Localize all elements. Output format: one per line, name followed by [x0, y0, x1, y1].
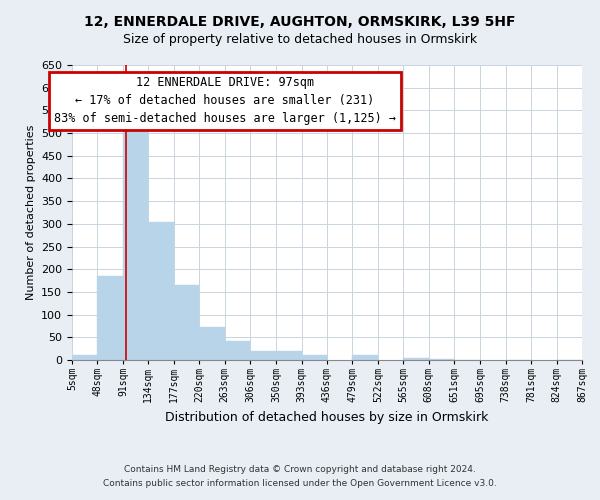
Text: Size of property relative to detached houses in Ormskirk: Size of property relative to detached ho…: [123, 32, 477, 46]
Bar: [199, 327, 224, 360]
Bar: [250, 351, 276, 360]
Bar: [123, 117, 148, 360]
Text: 12, ENNERDALE DRIVE, AUGHTON, ORMSKIRK, L39 5HF: 12, ENNERDALE DRIVE, AUGHTON, ORMSKIRK, …: [84, 15, 516, 29]
Bar: [403, 358, 429, 360]
Bar: [224, 341, 250, 360]
Text: 12 ENNERDALE DRIVE: 97sqm
← 17% of detached houses are smaller (231)
83% of semi: 12 ENNERDALE DRIVE: 97sqm ← 17% of detac…: [54, 76, 396, 126]
Y-axis label: Number of detached properties: Number of detached properties: [26, 125, 35, 300]
Bar: [352, 356, 378, 360]
Bar: [148, 222, 174, 360]
X-axis label: Distribution of detached houses by size in Ormskirk: Distribution of detached houses by size …: [166, 410, 488, 424]
Text: Contains HM Land Registry data © Crown copyright and database right 2024.
Contai: Contains HM Land Registry data © Crown c…: [103, 466, 497, 487]
Bar: [72, 356, 97, 360]
Bar: [174, 285, 199, 360]
Bar: [429, 359, 454, 360]
Bar: [302, 356, 327, 360]
Bar: [276, 351, 302, 360]
Bar: [97, 276, 123, 360]
